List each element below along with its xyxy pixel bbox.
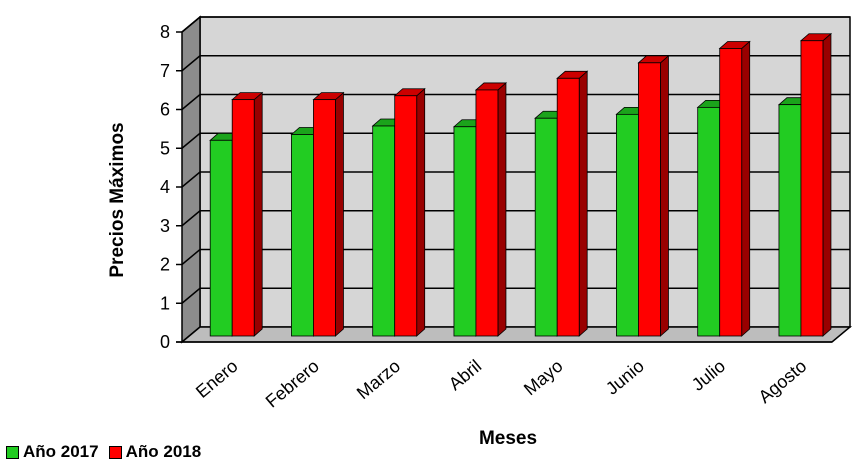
x-tick-label-julio: Julio <box>688 356 729 395</box>
bar-2018-febrero <box>312 91 345 337</box>
x-tick-label-febrero: Febrero <box>262 356 323 412</box>
legend-swatch-2017 <box>6 445 19 459</box>
y-tick-labels: 0 1 2 3 4 5 6 7 8 <box>160 22 182 352</box>
bars <box>209 32 833 337</box>
bar-2018-enero <box>231 91 264 337</box>
gridline <box>181 93 850 111</box>
legend-item-2017: Año 2017 <box>6 442 99 462</box>
y-tick-label: 3 <box>160 216 170 236</box>
gridline <box>181 16 850 33</box>
y-axis-title: Precios Máximos <box>107 122 128 277</box>
bar-2018-julio <box>718 40 751 337</box>
y-tick-label: 6 <box>160 100 170 120</box>
x-tick-labels: Enero Febrero Marzo Abril Mayo Junio Julio Agos… <box>192 356 810 412</box>
y-tick-label: 2 <box>160 255 170 275</box>
bar-2018-agosto <box>799 32 833 337</box>
x-tick-label-marzo: Marzo <box>353 356 404 403</box>
bar-2018-marzo <box>393 87 426 337</box>
y-tick-label: 4 <box>160 177 170 197</box>
x-tick-label-enero: Enero <box>192 356 242 402</box>
legend-item-2018: Año 2018 <box>108 442 202 462</box>
legend-swatch-2018 <box>108 445 122 459</box>
legend-label-2017: Año 2017 <box>23 442 99 461</box>
x-tick-label-agosto: Agosto <box>755 356 811 407</box>
y-tick-label: 8 <box>160 22 170 42</box>
legend: Año 2017 Año 2018 <box>6 442 211 462</box>
bar-2018-abril <box>474 82 508 337</box>
y-tick-label: 5 <box>160 138 170 158</box>
gridline <box>181 55 850 72</box>
bar-2018-junio <box>637 54 670 337</box>
legend-label-2018: Año 2018 <box>125 442 202 461</box>
x-tick-label-junio: Junio <box>602 356 648 399</box>
y-tick-label: 1 <box>160 293 170 313</box>
x-tick-label-abril: Abril <box>445 356 485 394</box>
y-tick-label: 7 <box>160 61 170 81</box>
bar-2018-mayo <box>556 70 589 337</box>
x-axis-title: Meses <box>479 428 537 449</box>
x-tick-label-mayo: Mayo <box>520 356 567 400</box>
y-tick-label: 0 <box>160 332 170 352</box>
